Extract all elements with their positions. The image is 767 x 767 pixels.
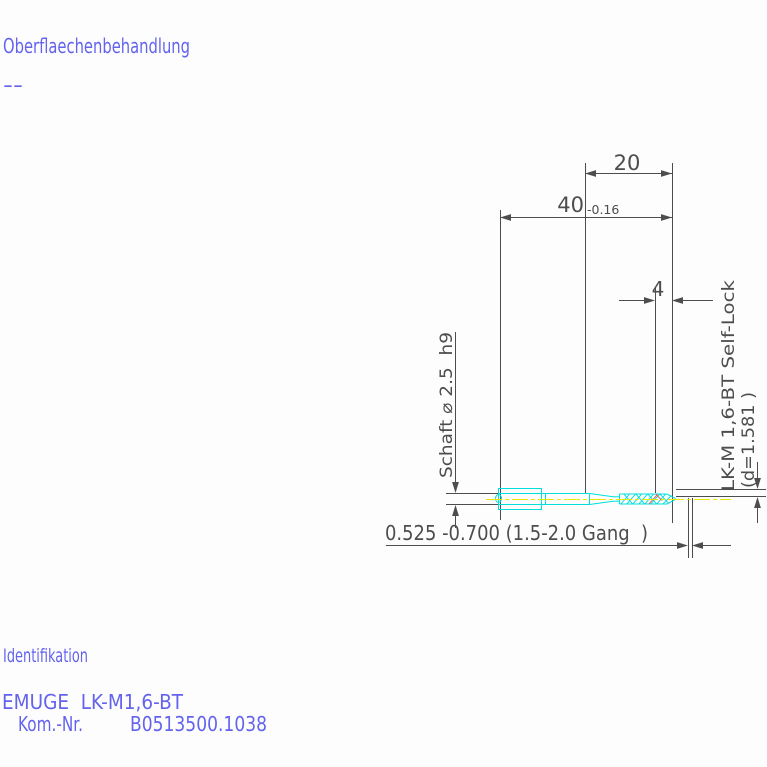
extension-lines [446, 163, 766, 558]
dimension-20: 20 [585, 151, 672, 177]
arrowhead-down-icon [754, 478, 761, 489]
arrowhead-up-icon [452, 505, 459, 516]
shaft-dimension-label: Schaft ⌀ 2.5 h9 [437, 332, 457, 478]
arrowhead-right-icon [644, 297, 655, 304]
dim-4-label: 4 [652, 277, 665, 301]
arrowhead-left-icon [672, 297, 683, 304]
neck-taper-top [589, 493, 614, 498]
thread-designation-label: LK-M 1,6-BT Self-Lock [719, 280, 739, 491]
arrowhead-right-icon [661, 214, 672, 221]
chamfer-dimension-label: 0.525 -0.700 (1.5-2.0 Gang ) [385, 521, 648, 545]
dim-20-label: 20 [614, 151, 641, 175]
identification-block: Identifikation EMUGE LK-M1,6-BT Kom.-Nr.… [2, 645, 267, 736]
dimension-shaft: Schaft ⌀ 2.5 h9 [437, 332, 459, 528]
arrowhead-left-icon [692, 542, 703, 549]
arrowhead-down-icon [452, 482, 459, 493]
arrowhead-left-icon [500, 214, 511, 221]
identification-label: Identifikation [3, 645, 88, 667]
dim-40-tolerance: -0.16 [587, 202, 619, 217]
dim-40-label: 40 [557, 193, 584, 217]
kom-nr-value: B0513500.1038 [130, 712, 267, 736]
surface-treatment-label: Oberflaechenbehandlung [3, 34, 190, 58]
product-designation: EMUGE LK-M1,6-BT [2, 690, 184, 714]
arrowhead-left-icon [585, 170, 596, 177]
arrowhead-right-icon [661, 170, 672, 177]
arrowhead-right-icon [677, 542, 688, 549]
dimension-40: 40 -0.16 [500, 193, 672, 221]
surface-treatment-value: -- [3, 73, 23, 97]
surface-treatment-block: Oberflaechenbehandlung -- [3, 34, 190, 97]
neck-taper-bottom [589, 500, 614, 505]
thread-designation-block: LK-M 1,6-BT Self-Lock (d=1.581 ) [719, 280, 761, 523]
arrowhead-up-icon [754, 497, 761, 508]
dimension-chamfer: 0.525 -0.700 (1.5-2.0 Gang ) [385, 521, 731, 549]
kom-nr-label: Kom.-Nr. [18, 712, 83, 736]
thread-measure-d-label: (d=1.581 ) [739, 392, 759, 488]
dimension-4: 4 [619, 277, 713, 304]
